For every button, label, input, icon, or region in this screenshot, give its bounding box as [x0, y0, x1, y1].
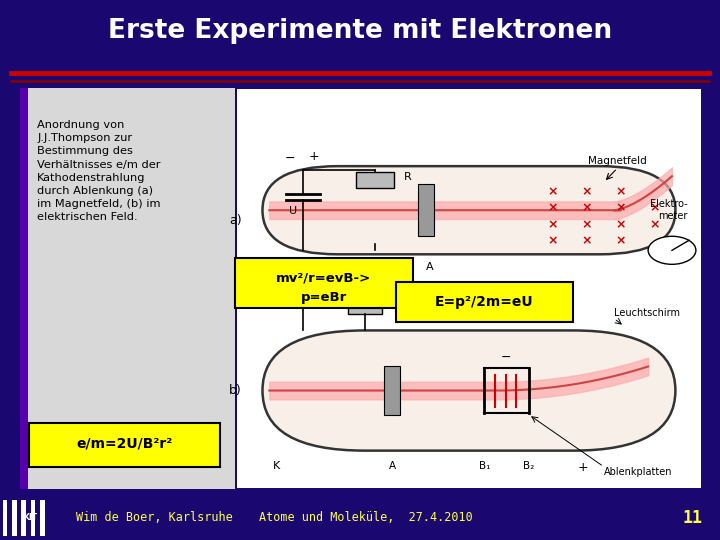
- FancyBboxPatch shape: [395, 282, 573, 322]
- Text: ×: ×: [616, 202, 626, 215]
- Text: B₂: B₂: [523, 461, 534, 471]
- Bar: [384, 367, 400, 415]
- Text: R: R: [404, 172, 412, 182]
- Bar: [356, 172, 394, 188]
- Text: Atome und Moleküle,  27.4.2010: Atome und Moleküle, 27.4.2010: [259, 511, 473, 524]
- Text: e/m=2U/B²r²: e/m=2U/B²r²: [76, 437, 173, 451]
- Text: Erste Experimente mit Elektronen: Erste Experimente mit Elektronen: [108, 18, 612, 44]
- Text: ×: ×: [547, 234, 558, 247]
- Text: A: A: [426, 262, 433, 272]
- Bar: [348, 299, 382, 314]
- FancyBboxPatch shape: [263, 330, 675, 451]
- Bar: [20, 88, 235, 489]
- Text: Ablenkplatten: Ablenkplatten: [604, 467, 672, 477]
- Text: b): b): [229, 384, 242, 397]
- Text: +: +: [578, 461, 588, 474]
- Text: ×: ×: [547, 186, 558, 199]
- Text: Leuchtschirm: Leuchtschirm: [614, 308, 680, 319]
- Text: A: A: [389, 461, 396, 471]
- Text: a): a): [230, 214, 242, 227]
- Text: ×: ×: [582, 234, 592, 247]
- Text: Wim de Boer, Karlsruhe: Wim de Boer, Karlsruhe: [76, 511, 233, 524]
- Text: K: K: [272, 262, 280, 272]
- Text: ×: ×: [649, 218, 660, 231]
- Text: Magnetfeld: Magnetfeld: [588, 156, 647, 166]
- Text: p=eBr: p=eBr: [301, 291, 347, 303]
- Text: R: R: [392, 297, 400, 307]
- Bar: [20, 88, 28, 489]
- Text: ×: ×: [547, 202, 558, 215]
- Text: ×: ×: [616, 186, 626, 199]
- Text: B₁: B₁: [479, 461, 490, 471]
- Bar: [418, 184, 434, 237]
- Text: ×: ×: [582, 218, 592, 231]
- Text: Elektro-
meter: Elektro- meter: [650, 199, 688, 221]
- Text: ×: ×: [582, 186, 592, 199]
- Bar: [3, 500, 7, 536]
- Text: KIT: KIT: [23, 514, 37, 522]
- Text: K: K: [272, 461, 280, 471]
- Text: ×: ×: [582, 202, 592, 215]
- Text: 11: 11: [682, 509, 702, 527]
- FancyBboxPatch shape: [263, 166, 675, 254]
- Text: Anordnung von
J.J.Thompson zur
Bestimmung des
Verhältnisses e/m der
Kathodenstra: Anordnung von J.J.Thompson zur Bestimmun…: [37, 120, 161, 222]
- Text: +: +: [308, 274, 319, 287]
- Text: U: U: [289, 206, 297, 216]
- Bar: [40, 500, 45, 536]
- Text: −: −: [284, 152, 295, 165]
- Text: U: U: [289, 300, 297, 310]
- Circle shape: [648, 237, 696, 264]
- Bar: [12, 500, 17, 536]
- Text: E=p²/2m=eU: E=p²/2m=eU: [435, 295, 534, 309]
- Text: −: −: [284, 276, 295, 289]
- Text: ×: ×: [616, 218, 626, 231]
- Text: −: −: [501, 350, 511, 363]
- Bar: [30, 500, 35, 536]
- Bar: [237, 89, 701, 488]
- FancyBboxPatch shape: [235, 258, 413, 308]
- Text: +: +: [308, 150, 319, 163]
- Text: mv²/r=evB->: mv²/r=evB->: [276, 272, 372, 285]
- FancyBboxPatch shape: [29, 423, 220, 467]
- Text: ×: ×: [616, 234, 626, 247]
- Text: ×: ×: [649, 202, 660, 215]
- Text: ×: ×: [547, 218, 558, 231]
- Bar: [22, 500, 26, 536]
